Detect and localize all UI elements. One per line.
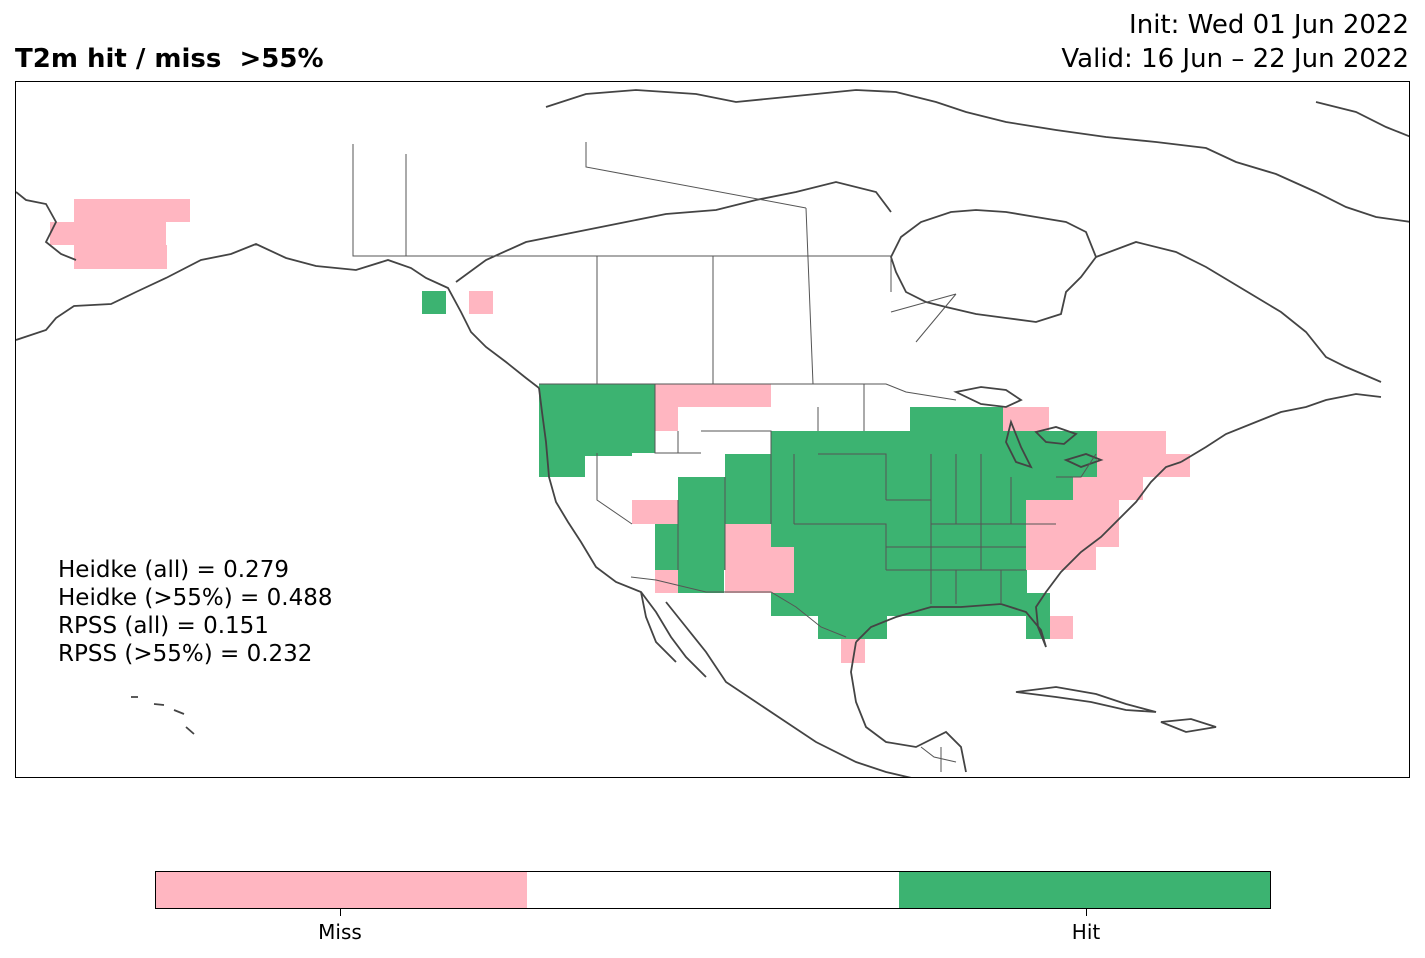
miss-cell <box>1026 524 1119 547</box>
arctic-coast <box>455 181 892 283</box>
miss-cell <box>50 222 166 245</box>
colorbar-tick-hit <box>1086 909 1087 916</box>
labrador-coast <box>1095 241 1382 383</box>
hit-cell <box>655 524 1027 547</box>
miss-cell <box>74 245 167 269</box>
hit-cell <box>655 547 1027 570</box>
miss-cell <box>725 524 771 547</box>
stat-heidke-55: Heidke (>55%) = 0.488 <box>58 585 333 611</box>
hispaniola <box>1160 718 1217 733</box>
hit-miss-cells <box>50 199 1190 663</box>
init-date-label: Init: Wed 01 Jun 2022 <box>1129 10 1409 40</box>
miss-cell <box>1050 616 1073 639</box>
miss-cell <box>1097 431 1166 454</box>
canada-provinces <box>405 142 957 385</box>
miss-cell <box>1026 547 1096 570</box>
arctic-islands <box>545 89 1409 223</box>
miss-cell <box>725 547 794 570</box>
hawaii <box>131 696 195 735</box>
miss-cell <box>655 570 678 593</box>
hudson-bay <box>890 209 1098 323</box>
hit-cell <box>585 453 632 456</box>
colorbar-miss-segment <box>156 872 528 908</box>
alaska-west-coast <box>16 191 77 261</box>
miss-cell <box>1073 477 1143 500</box>
great-lakes <box>953 386 1104 469</box>
central-america-borders <box>920 746 957 772</box>
miss-cell <box>469 291 493 314</box>
north-america-map <box>16 89 1409 777</box>
stat-rpss-55: RPSS (>55%) = 0.232 <box>58 641 313 667</box>
hit-cell <box>771 431 1073 454</box>
political-borders <box>352 142 1097 772</box>
hit-cell <box>818 616 887 639</box>
hit-cell <box>678 477 1073 524</box>
miss-cell <box>655 384 771 407</box>
valid-range-label: Valid: 16 Jun – 22 Jun 2022 <box>1061 44 1409 74</box>
northeast-coast <box>1180 393 1382 463</box>
stat-rpss-all: RPSS (all) = 0.151 <box>58 613 269 639</box>
hit-cell <box>725 454 1073 477</box>
miss-cell <box>1026 500 1119 524</box>
miss-cell <box>655 407 678 431</box>
mexico-east-coast <box>850 641 967 773</box>
colorbar-tick-miss <box>340 909 341 916</box>
hit-cell <box>539 384 655 453</box>
colorbar-label-miss: Miss <box>318 920 362 944</box>
map-title: T2m hit / miss >55% <box>15 44 324 74</box>
colorbar <box>155 871 1271 909</box>
hit-cell <box>771 593 1026 616</box>
hit-cell <box>910 407 1003 431</box>
colorbar-hit-segment <box>898 872 1270 908</box>
baja-coast <box>640 591 677 663</box>
greenland <box>1315 101 1409 138</box>
stat-heidke-all: Heidke (all) = 0.279 <box>58 557 289 583</box>
us-states <box>596 384 1097 604</box>
miss-cell <box>725 570 794 593</box>
colorbar-neutral-segment <box>527 872 899 908</box>
hit-cell <box>539 453 585 477</box>
us-mexico-border <box>630 576 847 638</box>
map-frame <box>15 81 1410 778</box>
gulf-coast <box>855 461 1182 648</box>
skill-scores: Heidke (all) = 0.279 Heidke (>55%) = 0.4… <box>58 556 332 668</box>
hit-cell <box>794 570 1027 593</box>
miss-cell <box>74 199 190 222</box>
miss-cell <box>1097 454 1190 477</box>
cuba <box>1015 686 1157 713</box>
alaska-canada-border <box>352 144 406 257</box>
hit-cell <box>422 291 446 314</box>
alaska-coast <box>16 243 540 389</box>
mexico-west-coast <box>665 601 912 777</box>
coastlines <box>16 89 1409 777</box>
pacific-coast <box>538 387 707 678</box>
colorbar-label-hit: Hit <box>1071 920 1101 944</box>
